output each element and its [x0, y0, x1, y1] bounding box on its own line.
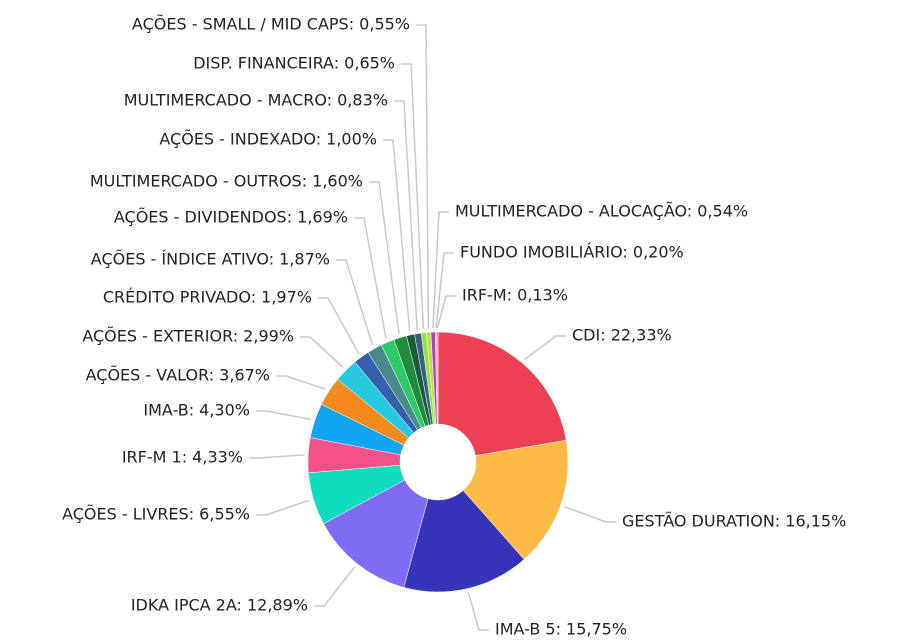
leader-line: [256, 499, 310, 516]
slice-label: CRÉDITO PRIVADO: 1,97%: [103, 288, 312, 307]
leader-line: [467, 592, 489, 631]
slice-label: MULTIMERCADO - OUTROS: 1,60%: [90, 172, 363, 191]
slice: [403, 490, 525, 593]
leader-line: [318, 297, 360, 355]
leader-line: [401, 63, 425, 329]
leader-line: [432, 211, 449, 329]
slice-label: AÇÕES - SMALL / MID CAPS: 0,55%: [132, 15, 410, 34]
slice-label: AÇÕES - EXTERIOR: 2,99%: [82, 327, 294, 346]
leader-line: [369, 181, 400, 334]
leader-line: [394, 100, 418, 330]
leader-line: [256, 410, 312, 421]
leader-line: [436, 295, 456, 329]
slice-label: IRF-M 1: 4,33%: [122, 448, 243, 467]
slice-label: AÇÕES - INDEXADO: 1,00%: [159, 130, 377, 149]
leader-line: [416, 24, 430, 329]
slice-label: GESTÃO DURATION: 16,15%: [622, 512, 846, 531]
slice-label: CDI: 22,33%: [572, 326, 672, 345]
leader-line: [383, 139, 411, 332]
leader-line: [336, 259, 374, 346]
leader-line: [435, 252, 454, 329]
slice-label: IRF-M: 0,13%: [462, 286, 568, 305]
leader-line: [524, 335, 566, 361]
slice: [462, 440, 569, 560]
leader-line: [314, 566, 356, 607]
slice-label: IMA-B 5: 15,75%: [495, 620, 627, 639]
leader-line: [300, 336, 344, 368]
slice-label: DISP. FINANCEIRA: 0,65%: [193, 54, 395, 73]
slice: [437, 331, 567, 456]
leader-line: [354, 217, 387, 339]
leader-line: [276, 375, 326, 390]
slice-label: MULTIMERCADO - ALOCAÇÃO: 0,54%: [455, 202, 748, 221]
slice: [323, 479, 429, 588]
slice: [436, 331, 439, 425]
leader-line: [249, 454, 305, 459]
slice-label: AÇÕES - ÍNDICE ATIVO: 1,87%: [91, 250, 330, 269]
slice-label: FUNDO IMOBILIÁRIO: 0,20%: [460, 243, 684, 262]
slice-label: AÇÕES - LIVRES: 6,55%: [62, 505, 250, 524]
slice-label: AÇÕES - DIVIDENDOS: 1,69%: [114, 208, 348, 227]
leader-line: [564, 505, 616, 523]
slice-label: IDKA IPCA 2A: 12,89%: [131, 596, 308, 615]
slice-label: AÇÕES - VALOR: 3,67%: [86, 366, 270, 385]
slice-label: IMA-B: 4,30%: [143, 401, 250, 420]
slice-label: MULTIMERCADO - MACRO: 0,83%: [124, 91, 388, 110]
